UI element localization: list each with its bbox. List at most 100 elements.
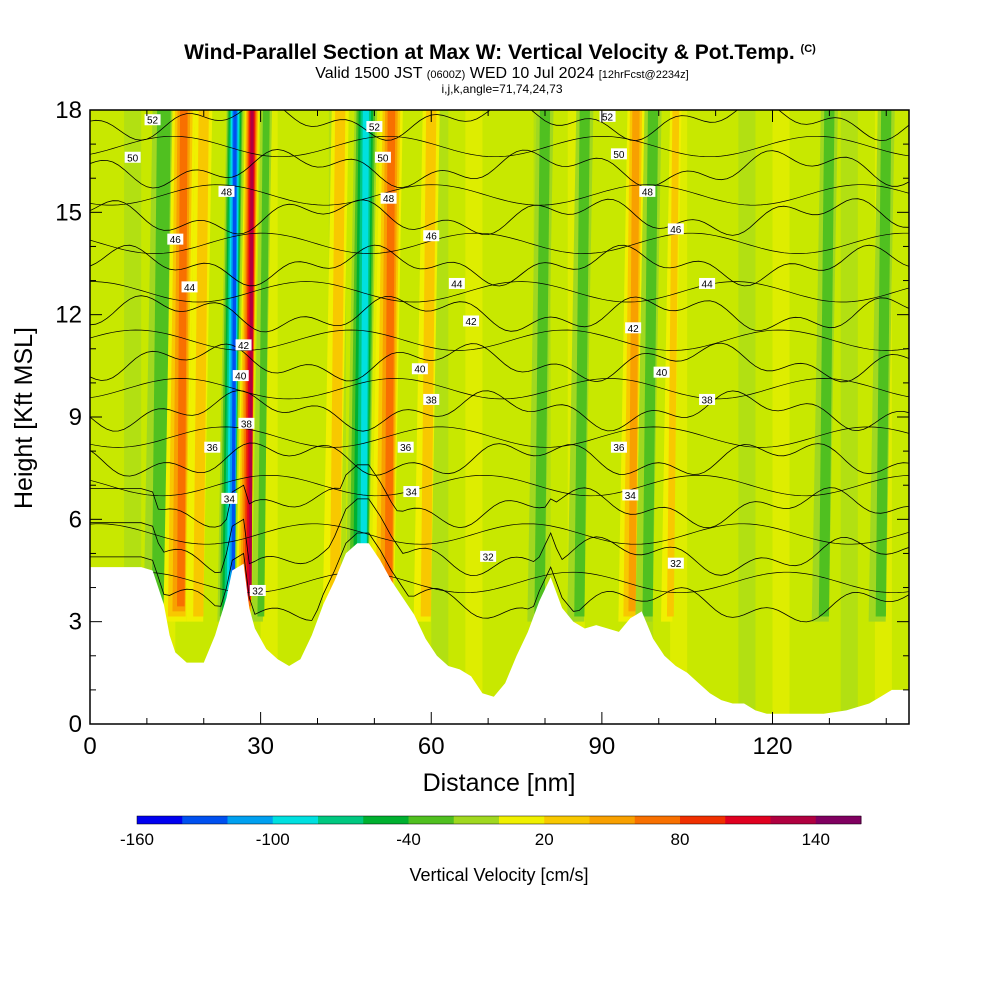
velocity-background-band bbox=[499, 110, 517, 724]
theta-label-bg bbox=[167, 233, 184, 245]
theta-label-text: 42 bbox=[628, 324, 640, 335]
colorbar-swatch bbox=[815, 816, 862, 824]
theta-label: 48 bbox=[639, 185, 656, 198]
colorbar-tick-label: -40 bbox=[396, 830, 421, 849]
theta-label-text: 40 bbox=[235, 372, 247, 383]
valid-time-label: Valid 1500 JST bbox=[315, 65, 423, 82]
velocity-feature-10 bbox=[527, 110, 554, 622]
y-tick-label: 18 bbox=[55, 97, 82, 124]
velocity-contour-fill bbox=[875, 110, 892, 617]
velocity-feature-8 bbox=[370, 110, 403, 622]
y-tick-label: 15 bbox=[55, 199, 82, 226]
colorbar: -160 -100 -40 20 80 140 bbox=[120, 815, 862, 849]
theta-label-text: 34 bbox=[406, 488, 418, 499]
theta-label-bg bbox=[232, 370, 249, 382]
theta-label-bg bbox=[144, 114, 161, 126]
theta-contour-minor bbox=[90, 184, 909, 206]
theta-label-bg bbox=[380, 192, 397, 204]
terrain-fill bbox=[90, 543, 909, 724]
y-axis-label: Height [Kft MSL] bbox=[10, 327, 38, 509]
theta-label: 52 bbox=[144, 114, 161, 127]
colorbar-swatch bbox=[272, 816, 319, 824]
theta-label-bg bbox=[403, 486, 420, 498]
velocity-feature-2 bbox=[186, 110, 213, 622]
theta-label: 36 bbox=[397, 441, 414, 454]
theta-label-bg bbox=[221, 492, 238, 504]
colorbar-swatch bbox=[227, 816, 274, 824]
colorbar-swatch bbox=[680, 816, 726, 824]
theta-contour-minor bbox=[90, 426, 909, 448]
theta-contour-46 bbox=[90, 244, 909, 287]
theta-label: 38 bbox=[699, 393, 716, 406]
theta-label: 52 bbox=[366, 121, 383, 134]
colorbar-swatch bbox=[453, 816, 500, 824]
theta-label-bg bbox=[625, 322, 642, 334]
x-axis-label: Distance [nm] bbox=[423, 769, 576, 797]
theta-label-bg bbox=[397, 441, 414, 453]
colorbar-swatch bbox=[725, 816, 771, 824]
theta-label: 46 bbox=[423, 230, 440, 243]
colorbar-swatch bbox=[137, 816, 183, 824]
theta-label-bg bbox=[448, 277, 465, 289]
valid-date-label: WED 10 Jul 2024 bbox=[469, 65, 595, 82]
theta-contour-34 bbox=[90, 498, 909, 577]
chart-subtitle: Valid 1500 JST (0600Z) WED 10 Jul 2024 [… bbox=[4, 66, 1000, 83]
y-tick-label: 0 bbox=[69, 711, 82, 738]
velocity-contour-fill bbox=[384, 110, 396, 607]
theta-contour-minor bbox=[90, 135, 909, 158]
theta-label-text: 48 bbox=[642, 187, 654, 198]
theta-label-bg bbox=[411, 363, 428, 375]
utc-time-label: (0600Z) bbox=[426, 69, 466, 81]
theta-label-bg bbox=[667, 223, 684, 235]
colorbar-tick-label: 80 bbox=[671, 830, 690, 849]
velocity-contour-fill bbox=[666, 110, 680, 617]
theta-label-text: 34 bbox=[224, 494, 236, 505]
colorbar-swatch bbox=[634, 816, 681, 824]
theta-label: 34 bbox=[221, 492, 238, 505]
velocity-feature-4 bbox=[235, 110, 260, 622]
colorbar-swatch bbox=[544, 816, 590, 824]
colorbar-swatch bbox=[408, 816, 455, 824]
theta-label: 46 bbox=[167, 233, 184, 246]
theta-label: 44 bbox=[181, 281, 198, 294]
theta-contour-minor bbox=[90, 232, 909, 254]
theta-label-bg bbox=[235, 339, 252, 351]
velocity-background-band bbox=[465, 110, 483, 724]
theta-contour-32 bbox=[90, 532, 909, 623]
theta-label-bg bbox=[238, 417, 255, 429]
theta-label-text: 32 bbox=[670, 559, 682, 570]
theta-label: 36 bbox=[204, 441, 221, 454]
y-tick-label: 9 bbox=[69, 404, 82, 431]
theta-label-text: 48 bbox=[221, 187, 233, 198]
velocity-contour-fill bbox=[534, 110, 551, 617]
theta-contour-40 bbox=[90, 390, 909, 432]
theta-label: 44 bbox=[699, 277, 716, 290]
theta-label-text: 48 bbox=[383, 194, 395, 205]
theta-label-bg bbox=[181, 281, 198, 293]
contour-labels: 52 50 48 46 44 42 40 38 36 34 32 52 50 48 46 44 42 40 38 36… bbox=[124, 110, 716, 597]
pot-temp-contours bbox=[90, 110, 909, 623]
theta-label-text: 36 bbox=[613, 443, 625, 454]
velocity-feature-11 bbox=[567, 110, 594, 622]
theta-label-text: 32 bbox=[252, 586, 264, 597]
velocity-feature-16 bbox=[868, 110, 895, 622]
theta-label-text: 40 bbox=[656, 368, 668, 379]
theta-contour-36 bbox=[90, 464, 909, 529]
theta-label: 48 bbox=[218, 185, 235, 198]
velocity-contour-fill bbox=[193, 110, 209, 617]
theta-label-text: 52 bbox=[147, 116, 159, 127]
y-tick-label: 6 bbox=[69, 506, 82, 533]
velocity-feature-15 bbox=[811, 110, 838, 622]
theta-label: 34 bbox=[622, 489, 639, 502]
velocity-feature-7 bbox=[345, 110, 378, 622]
theta-label-bg bbox=[667, 557, 684, 569]
theta-label-text: 50 bbox=[377, 153, 389, 164]
theta-label-text: 44 bbox=[451, 279, 463, 290]
theta-contour-minor bbox=[90, 329, 909, 351]
theta-label-bg bbox=[610, 441, 627, 453]
theta-label-text: 50 bbox=[127, 153, 139, 164]
x-tick-label: 60 bbox=[418, 733, 445, 760]
grid-index-line: i,j,k,angle=71,74,24,73 bbox=[441, 82, 563, 96]
